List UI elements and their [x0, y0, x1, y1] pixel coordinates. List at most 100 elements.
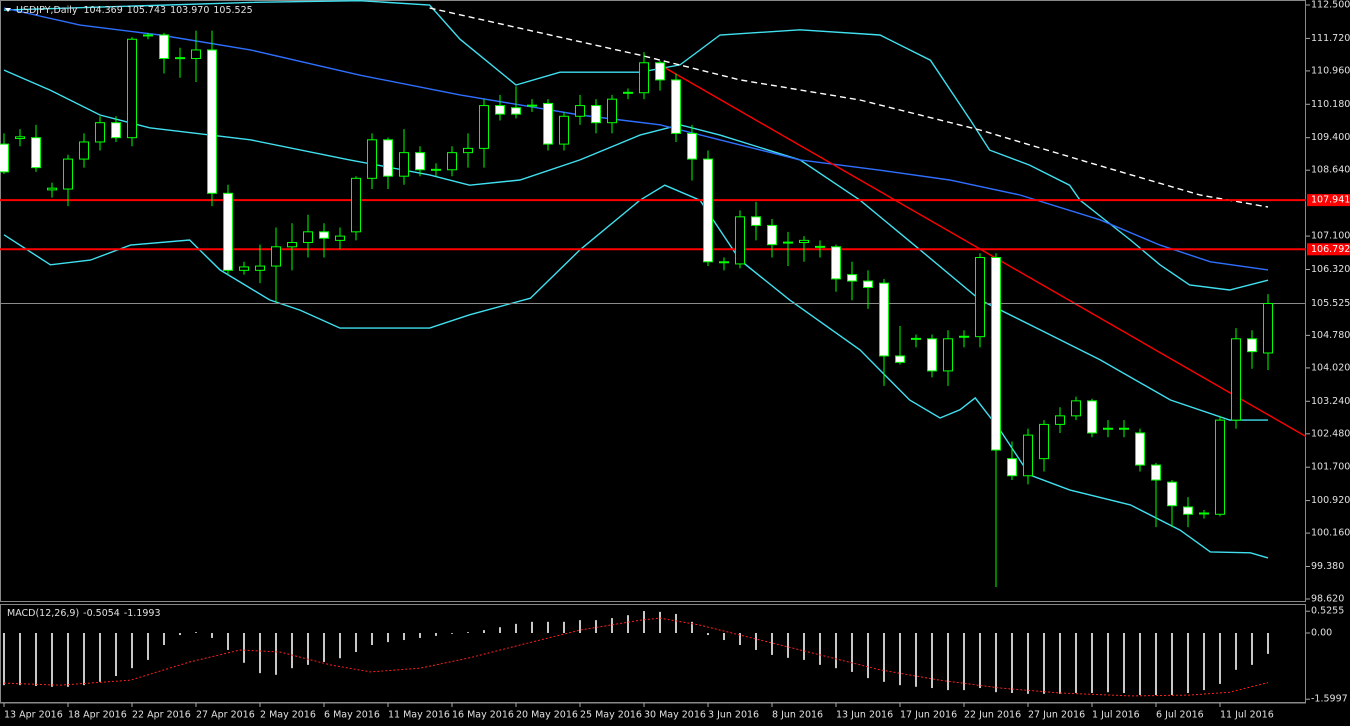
candle-body: [1055, 415, 1065, 425]
x-tick-label: 3 Jun 2016: [708, 710, 759, 721]
candle-body: [831, 246, 841, 280]
y-tick-label: 0.5255: [1311, 606, 1344, 617]
x-tick-label: 13 Jun 2016: [836, 710, 893, 721]
candle-body: [799, 239, 809, 244]
y-tick-label: 110.180: [1311, 99, 1350, 110]
x-tick-label: 27 Jun 2016: [1028, 710, 1085, 721]
x-tick-label: 17 Jun 2016: [900, 710, 957, 721]
candle-body: [543, 102, 553, 145]
x-tick-label: 22 Apr 2016: [132, 710, 191, 721]
y-tick-label: 107.100: [1311, 231, 1350, 242]
indicator-line: [659, 64, 1306, 438]
candle-body: [623, 91, 633, 94]
candle-body: [959, 335, 969, 338]
candle-body: [815, 245, 825, 248]
candle-body: [1215, 419, 1225, 515]
candle-body: [159, 34, 169, 60]
candle-body: [1231, 338, 1241, 421]
candle-body: [383, 139, 393, 177]
candle-body: [335, 235, 345, 241]
candle-body: [79, 141, 89, 160]
candle-body: [591, 105, 601, 124]
candle-body: [1247, 338, 1257, 353]
low-label: 103.970: [170, 5, 209, 16]
menu-arrow[interactable]: [5, 8, 11, 12]
candle-body: [943, 338, 953, 372]
macd-value: -0.5054: [83, 608, 120, 619]
candle-body: [735, 216, 745, 265]
x-tick-label: 20 May 2016: [516, 710, 578, 721]
candle-body: [559, 115, 569, 145]
candle-body: [319, 231, 329, 239]
signal-line: [3, 617, 1269, 697]
candle-body: [463, 147, 473, 154]
candle-body: [303, 231, 313, 244]
open-label: 104.369: [83, 5, 122, 16]
y-tick-label: 99.380: [1311, 561, 1344, 572]
candle-body: [1151, 464, 1161, 481]
candle-body: [1263, 303, 1273, 354]
y-tick-label: 106.320: [1311, 264, 1350, 275]
candle-body: [575, 105, 585, 117]
candle-body: [863, 280, 873, 288]
y-tick-label: 98.620: [1311, 594, 1344, 605]
candle-body: [847, 274, 857, 282]
candle-body: [607, 98, 617, 124]
y-tick-label: 104.020: [1311, 362, 1350, 373]
x-tick-label: 16 May 2016: [452, 710, 514, 721]
candle-body: [351, 177, 361, 233]
candle-body: [111, 122, 121, 139]
main-plot: [0, 0, 1306, 588]
candle-body: [479, 105, 489, 149]
candle-body: [783, 241, 793, 244]
level-tag: [1307, 194, 1350, 207]
level-label: 106.792: [1311, 244, 1350, 255]
candle-body: [1071, 400, 1081, 417]
candle-body: [767, 224, 777, 246]
candle-body: [991, 256, 1001, 451]
candle-body: [511, 107, 521, 115]
y-tick-label: 104.780: [1311, 330, 1350, 341]
x-tick-label: 13 Apr 2016: [4, 710, 63, 721]
candle-body: [191, 49, 201, 60]
level-tag: [1307, 243, 1350, 256]
main-frame: [0, 0, 1306, 602]
indicator-line: [429, 7, 1269, 208]
macd-header: MACD(12,26,9) -0.5054 -1.1993: [7, 608, 161, 619]
macd-plot: [3, 611, 1269, 697]
x-tick-label: 30 May 2016: [644, 710, 706, 721]
candle-body: [431, 168, 441, 171]
y-tick-label: 100.160: [1311, 528, 1350, 539]
candle-body: [95, 122, 105, 143]
chart-header: USDJPY,Daily 104.369 105.743 103.970 105.525: [16, 5, 253, 16]
candle-body: [1103, 427, 1113, 430]
candle-body: [687, 132, 697, 160]
candle-body: [207, 49, 217, 194]
y-tick-label: -1.5997: [1311, 694, 1348, 705]
close-label: 105.525: [213, 5, 252, 16]
candle-body: [127, 38, 137, 139]
candle-body: [223, 192, 233, 271]
candle-body: [719, 261, 729, 264]
level-label: 107.941: [1311, 195, 1350, 206]
candle-body: [1183, 506, 1193, 515]
candle-body: [63, 158, 73, 190]
candle-body: [1135, 432, 1145, 466]
y-tick-label: 103.240: [1311, 396, 1350, 407]
y-tick-label: 112.500: [1311, 0, 1350, 11]
y-tick-label: 108.640: [1311, 165, 1350, 176]
x-tick-label: 6 May 2016: [324, 710, 380, 721]
candle-body: [15, 136, 25, 140]
y-tick-label: 110.960: [1311, 65, 1350, 76]
x-tick-label: 8 Jun 2016: [772, 710, 823, 721]
candle-body: [175, 57, 185, 60]
high-label: 105.743: [127, 5, 166, 16]
symbol-title: USDJPY,Daily: [16, 5, 78, 16]
candle-body: [287, 242, 297, 248]
candle-body: [911, 337, 921, 340]
x-tick-label: 22 Jun 2016: [964, 710, 1021, 721]
indicator-line: [3, 7, 1269, 271]
y-tick-label: 111.720: [1311, 33, 1350, 44]
